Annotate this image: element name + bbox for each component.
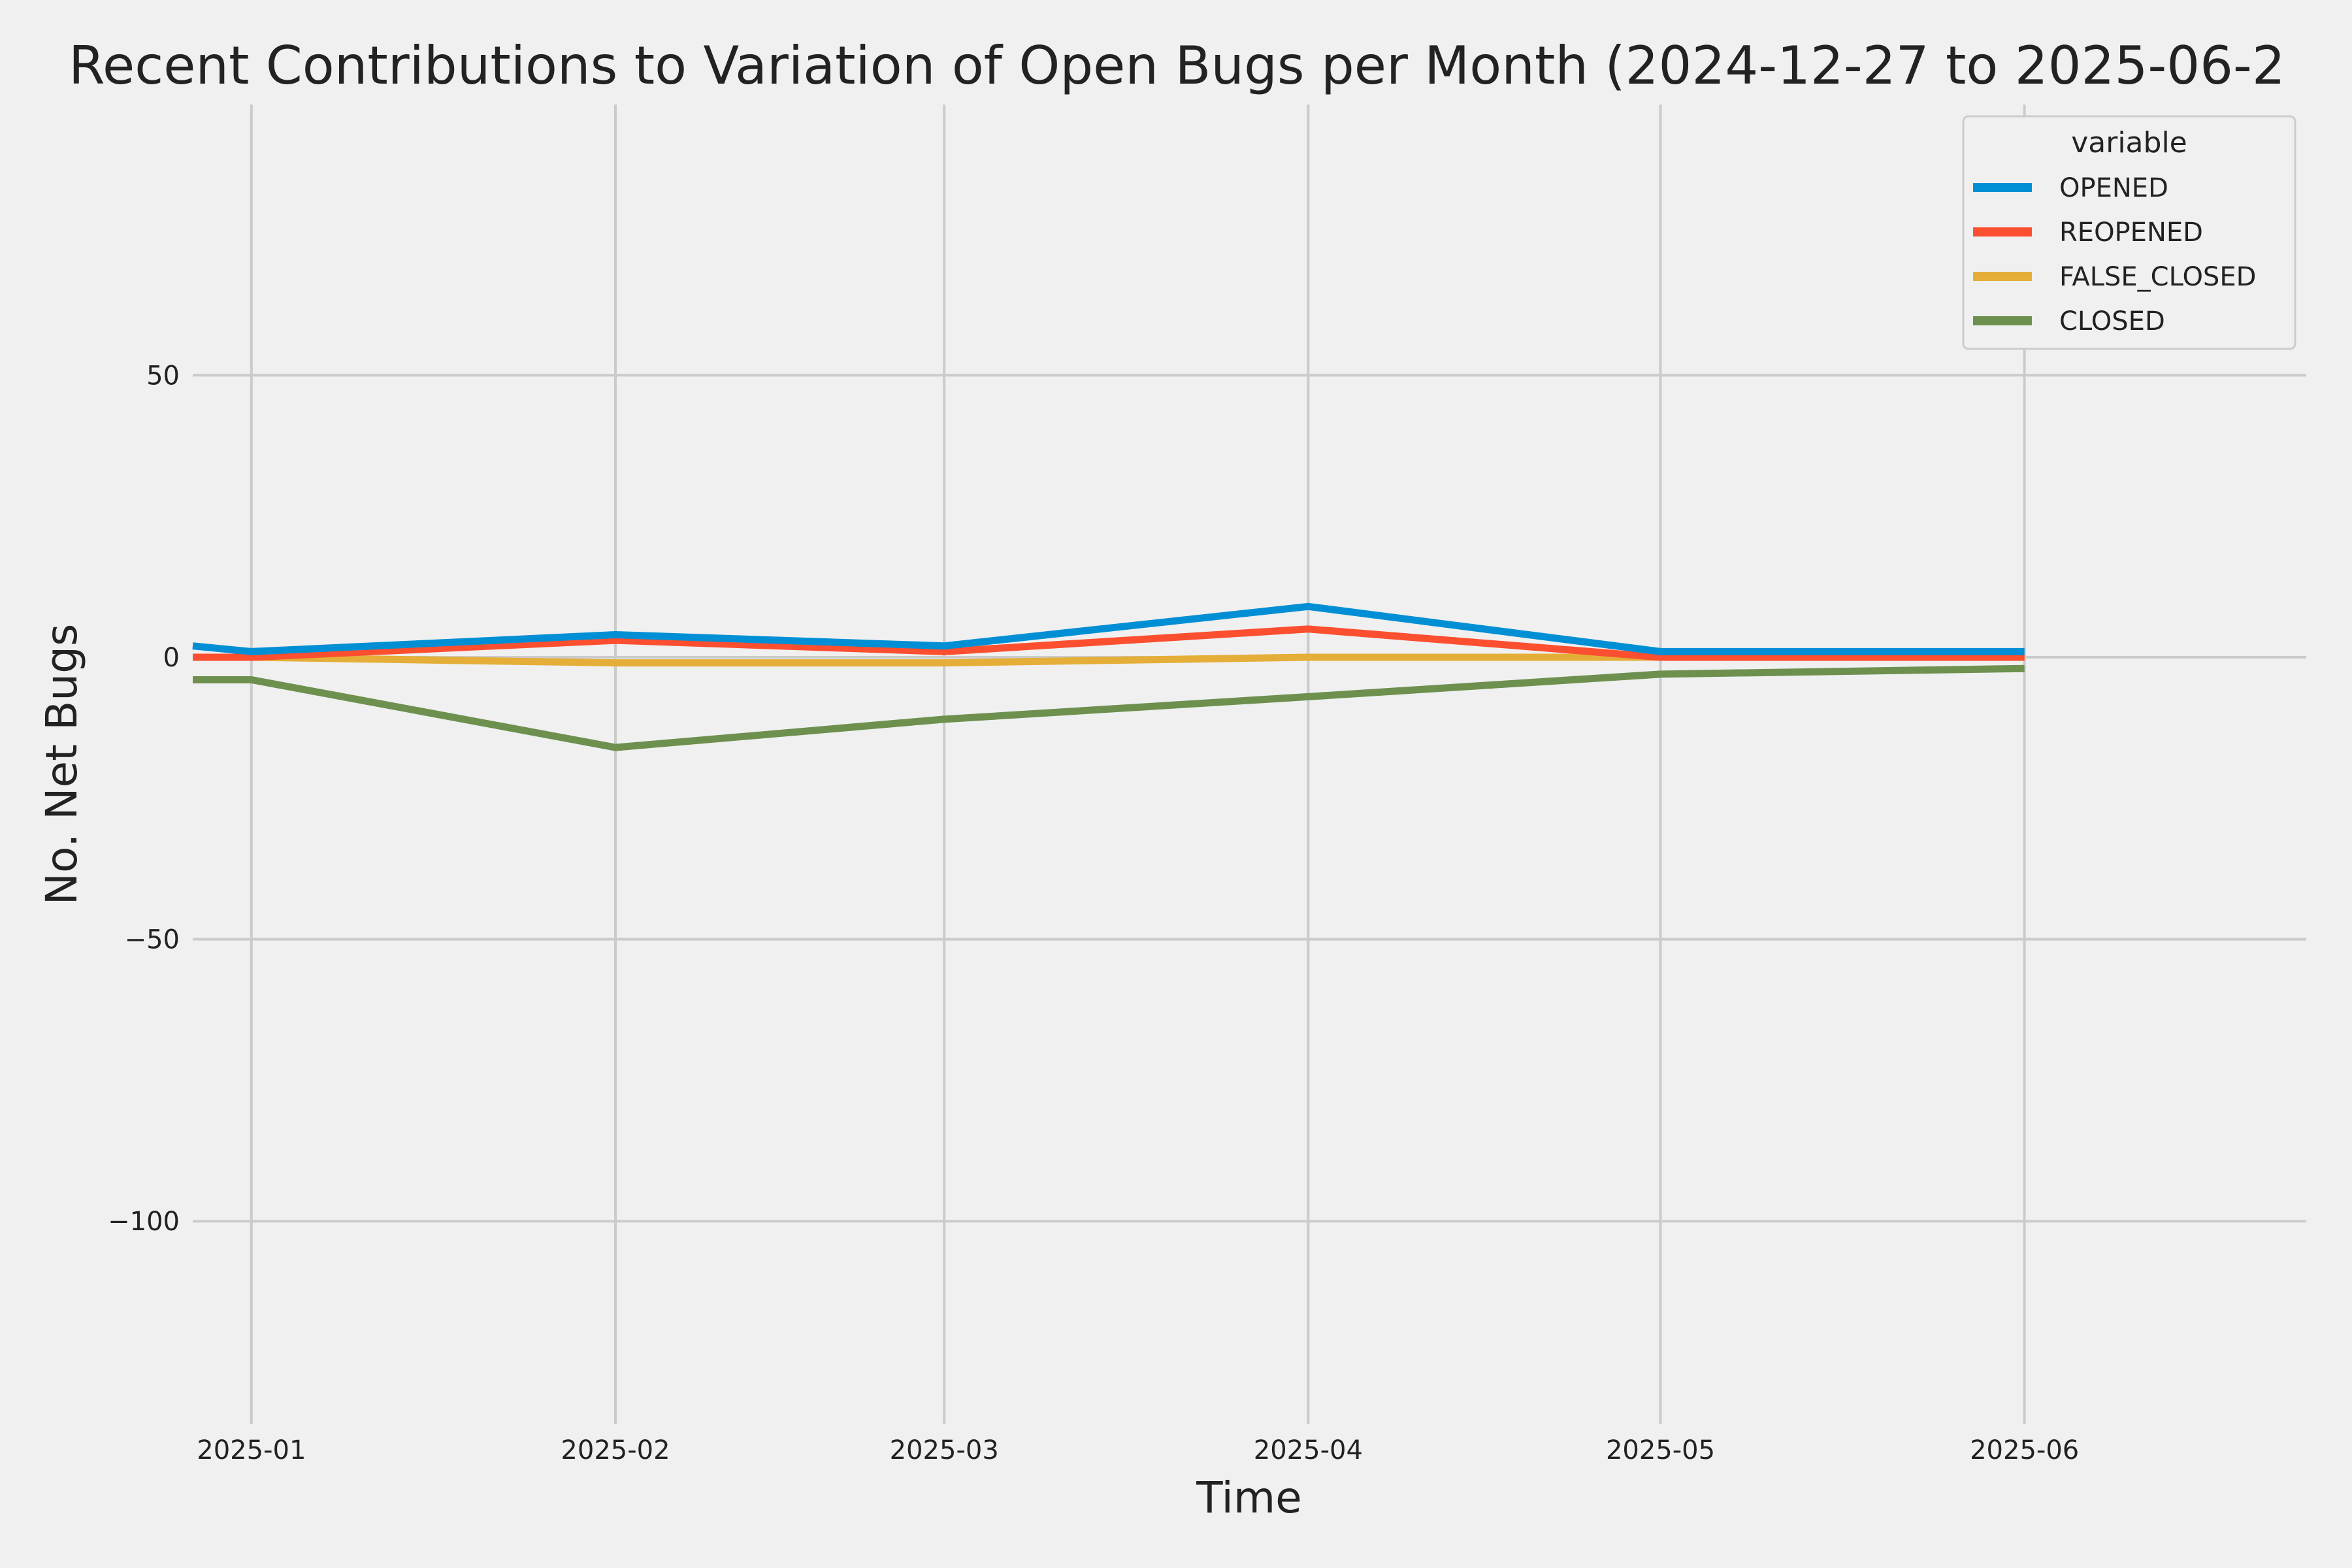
series-line-closed — [193, 664, 2025, 751]
legend-title: variable — [2071, 126, 2187, 159]
x-tick-label: 2025-06 — [1970, 1435, 2079, 1465]
series-lines — [192, 602, 2025, 751]
x-tick-label: 2025-04 — [1254, 1435, 1363, 1465]
legend-entry-label: OPENED — [2059, 173, 2168, 203]
legend: variable OPENED REOPENED FALSE_CLOSED CLOSED — [1962, 115, 2296, 350]
tick-labels: 2025-01 2025-02 2025-03 2025-04 2025-05 2025-… — [108, 361, 2079, 1465]
x-tick-label: 2025-02 — [561, 1435, 670, 1465]
legend-entry-label: REOPENED — [2059, 218, 2203, 248]
x-tick-label: 2025-01 — [197, 1435, 306, 1465]
x-tick-label: 2025-05 — [1606, 1435, 1715, 1465]
y-tick-label: 0 — [163, 643, 180, 673]
legend-entry-label: FALSE_CLOSED — [2059, 262, 2256, 292]
y-axis-label: No. Net Bugs — [37, 624, 87, 906]
legend-entry-label: CLOSED — [2059, 306, 2165, 336]
series-line-opened — [192, 602, 2025, 655]
chart-title: Recent Contributions to Variation of Ope… — [69, 35, 2285, 96]
x-axis-label: Time — [1196, 1473, 1302, 1523]
y-tick-label: −50 — [125, 925, 180, 955]
x-tick-label: 2025-03 — [890, 1435, 999, 1465]
y-tick-label: 50 — [146, 361, 180, 391]
grid — [193, 105, 2306, 1424]
series-line-reopened — [193, 625, 2025, 661]
legend-box — [1962, 115, 2296, 350]
y-tick-label: −100 — [108, 1207, 180, 1237]
